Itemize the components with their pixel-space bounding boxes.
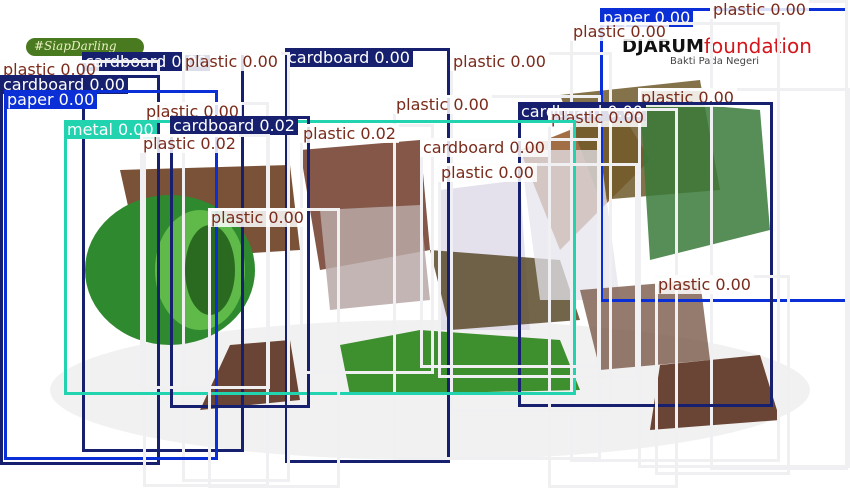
detection-label: plastic 0.00 [450, 52, 549, 71]
siapdarling-logo: #SiapDarling [26, 38, 144, 56]
logo-text: #SiapDarling [34, 39, 117, 53]
detection-label: plastic 0.00 [208, 208, 307, 227]
detection-label: plastic 0.00 [655, 275, 754, 294]
detection-label: plastic 0.02 [300, 124, 399, 143]
detection-label: cardboard 0.00 [0, 75, 128, 94]
detection-label: cardboard 0.00 [420, 138, 548, 157]
detection-label: plastic 0.02 [140, 134, 239, 153]
brand-sub: foundation [704, 34, 812, 58]
brand-name: DJARUM [622, 36, 704, 57]
detection-label: plastic 0.00 [0, 60, 99, 79]
detection-label: paper 0.00 [4, 90, 98, 109]
detection-label: plastic 0.00 [438, 163, 537, 182]
detection-box-plastic [655, 275, 790, 475]
detection-box-paper [4, 90, 218, 460]
detection-label: cardboard 0.00 [285, 48, 413, 67]
detection-box-metal [64, 120, 576, 395]
detection-label: plastic 0.00 [182, 52, 281, 71]
detection-box-plastic [638, 88, 850, 468]
detection-label: metal 0.00 [64, 120, 157, 139]
brand-tagline: Bakti Pada Negeri [670, 56, 760, 67]
detection-label: plastic 0.00 [570, 22, 669, 41]
detection-label: cardboard 0.02 [170, 116, 298, 135]
detection-box-plastic [438, 163, 638, 378]
detection-label: plastic 0.00 [393, 95, 492, 114]
djarum-foundation-logo: DJARUM foundation Bakti Pada Negeri [622, 34, 822, 67]
detection-label: plastic 0.00 [710, 0, 809, 19]
detection-box-plastic [208, 208, 340, 488]
